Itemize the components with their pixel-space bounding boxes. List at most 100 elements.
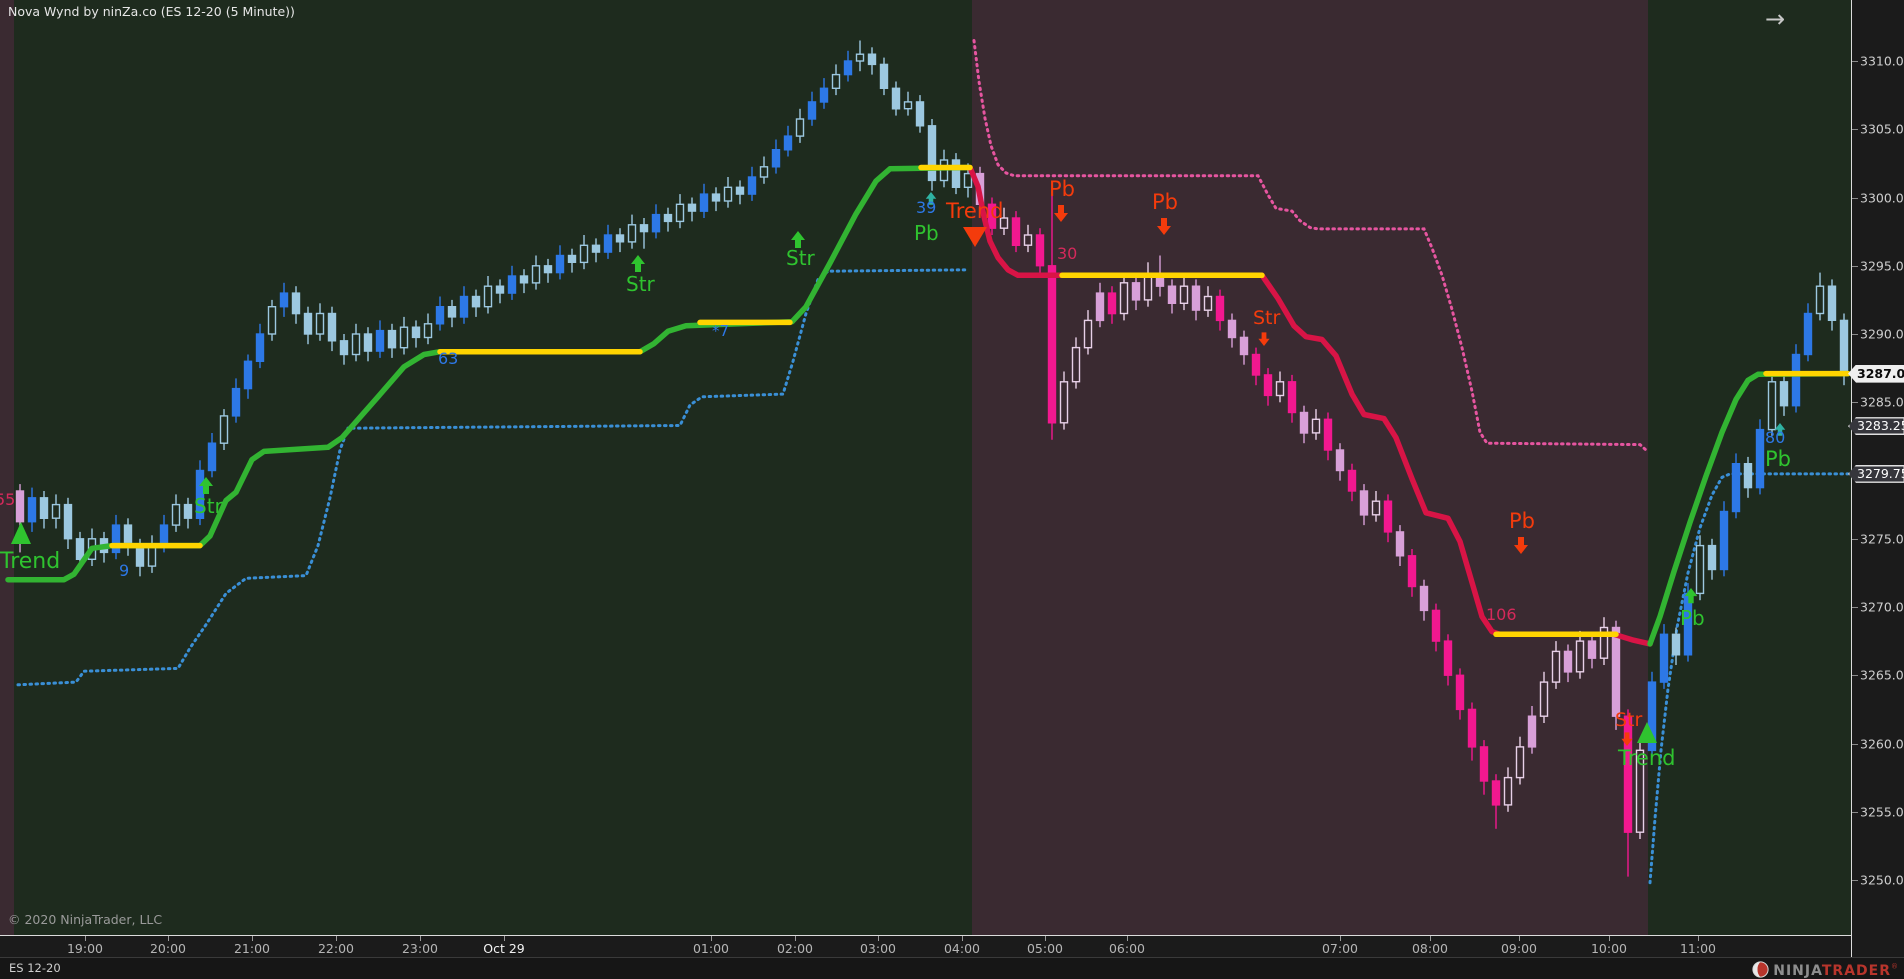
candle [63, 497, 73, 549]
candle [387, 323, 397, 358]
time-tick-label: 20:00 [149, 941, 187, 956]
wynd-trend-line-up [1647, 370, 1851, 647]
candle [675, 194, 685, 229]
instrument-tab[interactable]: ES 12-20 [9, 961, 61, 975]
candle [1203, 286, 1213, 317]
candle [1743, 456, 1753, 498]
candle [1263, 368, 1273, 406]
annotation-80: 80 [1765, 428, 1785, 447]
candle [771, 139, 781, 174]
ninjatrader-logo: NINJATRADER® [1752, 960, 1898, 979]
candle [1275, 371, 1285, 403]
candle [447, 299, 457, 328]
candle [579, 235, 589, 270]
price-tick [1852, 743, 1858, 745]
candle [1131, 276, 1141, 311]
price-marker: 3279.75 [1848, 464, 1904, 483]
annotation-pb: Pb [914, 221, 939, 245]
annotation-trend: Trend [0, 549, 60, 574]
annotation-pb: Pb [1509, 509, 1535, 533]
candle [915, 95, 925, 133]
candle [639, 218, 649, 249]
price-tick-label: 3305.00 [1860, 121, 1904, 137]
candle [39, 491, 49, 529]
candle [1407, 549, 1417, 597]
candle [1779, 374, 1789, 416]
annotation-7: *7 [712, 322, 729, 340]
candle [327, 306, 337, 352]
candle [519, 269, 529, 294]
candle [735, 180, 745, 205]
candle [555, 245, 565, 280]
candle [1731, 453, 1741, 519]
candle [987, 197, 997, 235]
time-tick-label: Oct 29 [483, 941, 525, 956]
candle [1539, 671, 1549, 723]
candle [1371, 491, 1381, 522]
candle [375, 320, 385, 358]
chart-canvas[interactable]: Trend 55 9 Str 63 Str *7 Str 39 Pb Trend Pb 30 Pb Str P… [0, 0, 1851, 935]
candle [1239, 330, 1249, 365]
candle [339, 334, 349, 365]
annotation-str: Str [786, 246, 816, 270]
logo-ninja-text: NINJA [1773, 963, 1822, 979]
candle [1383, 494, 1393, 543]
candle [1431, 603, 1441, 652]
candle [999, 207, 1009, 235]
price-marker: 3283.25 [1848, 417, 1904, 436]
candle [1563, 644, 1573, 683]
annotation-106: 106 [1486, 605, 1517, 624]
candle [1659, 624, 1669, 689]
time-tick-label: 09:00 [1500, 941, 1538, 956]
candle [411, 320, 421, 348]
time-tick-label: 21:00 [233, 941, 271, 956]
candle [1467, 702, 1477, 761]
time-tick [336, 936, 337, 941]
candle [1311, 409, 1321, 440]
candle [495, 279, 505, 304]
bottom-tab-bar: ES 12-20 NINJATRADER® [0, 957, 1904, 979]
candle [603, 224, 613, 259]
candle [1491, 774, 1501, 829]
time-tick [962, 936, 963, 941]
candle [1719, 501, 1729, 577]
candle [183, 497, 193, 529]
candle [879, 57, 889, 96]
candle [1791, 344, 1801, 413]
time-tick [1340, 936, 1341, 941]
candle [783, 125, 793, 157]
lower-band-blue-2 [1648, 472, 1850, 885]
time-tick-label: 08:00 [1411, 941, 1449, 956]
candle [927, 119, 937, 191]
price-axis[interactable]: 3310.00 3305.00 3300.00 3295.00 3290.00 3285.… [1848, 0, 1904, 957]
candle [1167, 279, 1177, 314]
candle [1671, 627, 1681, 665]
candle [1575, 630, 1585, 679]
candle [255, 323, 265, 369]
candle [903, 91, 913, 116]
candle [1635, 740, 1645, 839]
time-axis[interactable]: 19:00 20:00 21:00 22:00 23:00 Oct 29 01:00 02:0… [0, 935, 1851, 957]
price-tick-label: 3275.00 [1860, 531, 1904, 547]
background-uptrend-band [14, 0, 972, 935]
time-tick-label: 05:00 [1026, 941, 1064, 956]
price-tick [1852, 334, 1858, 335]
candle [1503, 767, 1513, 812]
signal-icon [925, 192, 937, 205]
candle [831, 64, 841, 96]
annotation-63: 63 [438, 349, 458, 368]
price-tick [1852, 675, 1858, 677]
candle [27, 487, 37, 532]
candle [1047, 190, 1057, 440]
time-tick-label: 22:00 [317, 941, 355, 956]
candle [1455, 668, 1465, 720]
price-tick [1852, 129, 1858, 131]
candle [267, 299, 277, 341]
price-tick-label: 3310.00 [1860, 53, 1904, 69]
candle [1755, 419, 1765, 495]
candle [279, 282, 289, 317]
pan-right-arrow-icon[interactable]: → [1764, 5, 1786, 33]
candle [1587, 634, 1597, 669]
price-tick [1852, 402, 1858, 404]
candle [867, 47, 877, 75]
